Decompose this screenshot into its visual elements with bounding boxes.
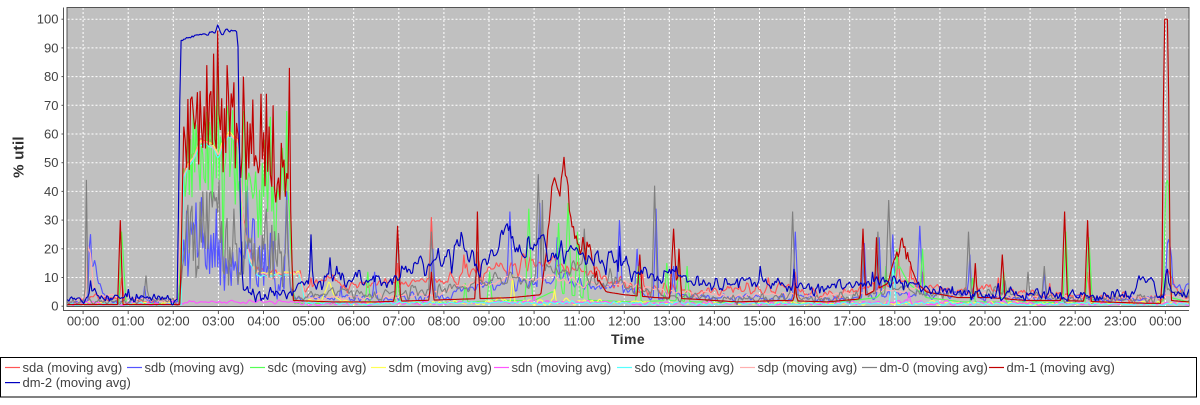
svg-text:23:00: 23:00: [1104, 314, 1137, 329]
svg-text:90: 90: [44, 40, 58, 55]
svg-text:10:00: 10:00: [518, 314, 551, 329]
svg-text:12:00: 12:00: [608, 314, 641, 329]
svg-text:01:00: 01:00: [112, 314, 145, 329]
svg-text:07:00: 07:00: [383, 314, 416, 329]
svg-text:21:00: 21:00: [1014, 314, 1047, 329]
svg-text:15:00: 15:00: [743, 314, 776, 329]
svg-text:100: 100: [37, 12, 59, 27]
svg-text:80: 80: [44, 69, 58, 84]
svg-text:03:00: 03:00: [202, 314, 235, 329]
svg-text:00:00: 00:00: [67, 314, 100, 329]
svg-text:sdo (moving avg): sdo (moving avg): [635, 360, 735, 375]
svg-text:sdn (moving avg): sdn (moving avg): [512, 360, 612, 375]
svg-text:02:00: 02:00: [157, 314, 190, 329]
svg-text:11:00: 11:00: [563, 314, 595, 329]
svg-text:dm-2 (moving avg): dm-2 (moving avg): [23, 375, 131, 390]
svg-text:20: 20: [44, 241, 58, 256]
svg-text:04:00: 04:00: [247, 314, 280, 329]
svg-text:0: 0: [51, 299, 58, 314]
svg-text:19:00: 19:00: [924, 314, 957, 329]
svg-text:sdb (moving avg): sdb (moving avg): [145, 360, 245, 375]
svg-text:60: 60: [44, 127, 58, 142]
svg-text:50: 50: [44, 155, 58, 170]
svg-text:10: 10: [44, 270, 58, 285]
svg-text:Time: Time: [611, 331, 645, 347]
svg-text:16:00: 16:00: [788, 314, 821, 329]
svg-text:22:00: 22:00: [1059, 314, 1092, 329]
svg-text:00:00: 00:00: [1149, 314, 1182, 329]
svg-text:40: 40: [44, 184, 58, 199]
svg-text:06:00: 06:00: [337, 314, 370, 329]
svg-text:30: 30: [44, 213, 58, 228]
svg-text:sdm (moving avg): sdm (moving avg): [389, 360, 492, 375]
svg-text:sda (moving avg): sda (moving avg): [23, 360, 123, 375]
svg-text:08:00: 08:00: [428, 314, 461, 329]
svg-text:20:00: 20:00: [969, 314, 1002, 329]
svg-text:dm-1 (moving avg): dm-1 (moving avg): [1007, 360, 1115, 375]
svg-text:70: 70: [44, 98, 58, 113]
svg-text:14:00: 14:00: [698, 314, 731, 329]
svg-text:05:00: 05:00: [292, 314, 325, 329]
svg-text:17:00: 17:00: [833, 314, 866, 329]
svg-text:13:00: 13:00: [653, 314, 686, 329]
svg-text:18:00: 18:00: [879, 314, 912, 329]
svg-text:sdc (moving avg): sdc (moving avg): [268, 360, 367, 375]
svg-text:% util: % util: [11, 136, 28, 178]
svg-text:09:00: 09:00: [473, 314, 506, 329]
svg-text:sdp (moving avg): sdp (moving avg): [758, 360, 858, 375]
svg-text:dm-0 (moving avg): dm-0 (moving avg): [880, 360, 988, 375]
